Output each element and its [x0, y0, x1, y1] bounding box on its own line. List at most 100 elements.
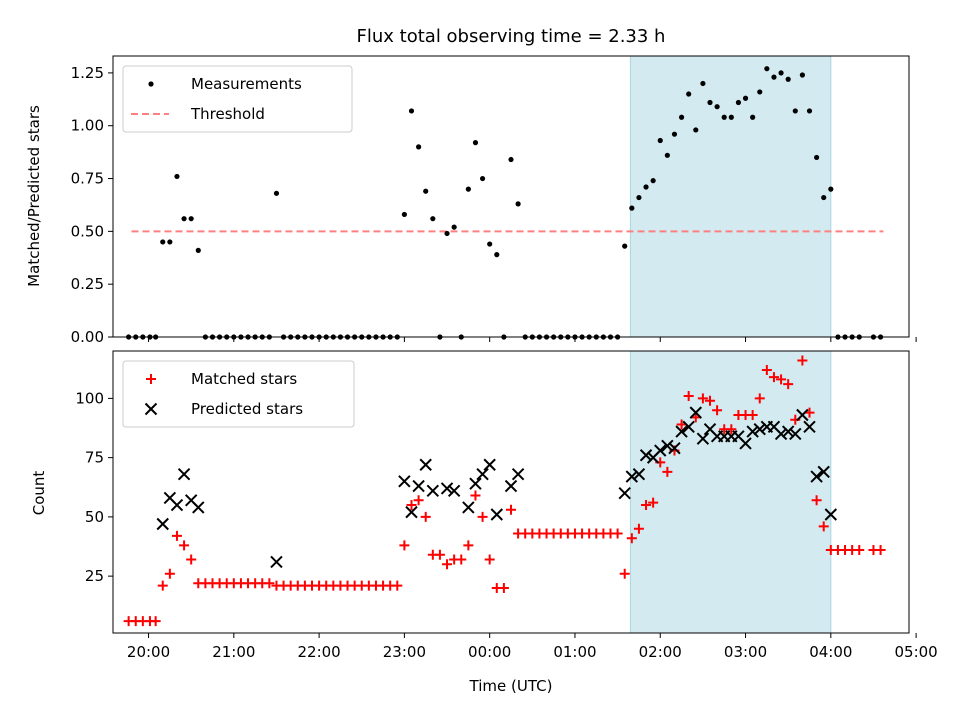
bottom-y-tick-label: 75	[85, 449, 104, 467]
measurement-point	[515, 201, 521, 207]
predicted-stars-point	[469, 477, 482, 490]
matched-stars-point	[406, 500, 417, 511]
matched-stars-point	[392, 580, 403, 591]
x-tick-label: 23:00	[383, 643, 426, 661]
x-tick-label: 05:00	[894, 643, 937, 661]
matched-stars-point	[754, 393, 765, 404]
predicted-stars-point	[270, 555, 283, 569]
matched-stars-point	[157, 580, 168, 591]
top-legend: Measurements Threshold	[122, 65, 353, 133]
top-axes-frame	[112, 55, 910, 338]
predicted-stars-point	[405, 505, 418, 519]
legend-predicted-marker	[144, 402, 158, 416]
predicted-stars-point	[504, 479, 518, 493]
legend-box	[122, 65, 353, 133]
x-tick-label: 20:00	[127, 643, 170, 661]
matched-stars-point	[683, 391, 694, 402]
measurement-point	[671, 131, 678, 137]
matched-stars-point	[171, 530, 182, 541]
matched-stars-point	[179, 540, 190, 551]
predicted-stars-point	[746, 425, 759, 438]
measurement-point	[814, 154, 820, 161]
legend-measurement-marker	[148, 81, 154, 87]
measurement-point	[273, 190, 280, 196]
legend-entry-label: Measurements	[191, 75, 302, 93]
bottom-highlight-span	[629, 350, 832, 634]
predicted-stars-point	[426, 484, 440, 498]
matched-stars-point	[697, 393, 708, 404]
top-y-axis-label: Matched/Predicted stars	[25, 105, 43, 287]
predicted-stars-point	[447, 484, 461, 498]
measurement-point	[799, 72, 805, 78]
measurement-point	[735, 99, 742, 106]
bottom-y-tick-label: 100	[75, 389, 104, 407]
legend-entry-label: Threshold	[190, 105, 265, 123]
matched-stars-point	[626, 533, 637, 544]
matched-stars-point	[442, 559, 453, 570]
matched-stars-point	[612, 528, 623, 539]
matched-stars-point	[498, 582, 509, 593]
measurement-point	[728, 114, 734, 120]
predicted-stars-point	[682, 420, 695, 434]
matched-stars-point	[456, 554, 467, 565]
bottom-y-tick-label: 50	[85, 508, 104, 526]
measurement-point	[686, 91, 692, 97]
legend-entry-label: Matched stars	[191, 370, 297, 388]
predicted-stars-point	[440, 482, 454, 495]
matched-stars-point	[619, 568, 630, 579]
x-tick-label: 01:00	[553, 643, 596, 661]
matched-stars-point	[420, 511, 431, 522]
top-y-tick-label: 1.00	[71, 117, 104, 135]
predicted-stars-point	[177, 468, 191, 481]
predicted-stars-point	[483, 458, 496, 471]
measurement-point	[806, 108, 813, 114]
predicted-stars-point	[156, 517, 169, 531]
predicted-stars-point	[774, 427, 788, 441]
measurement-point	[444, 230, 450, 237]
top-y-tick-label: 0.25	[71, 275, 104, 293]
matched-stars-point	[776, 374, 787, 385]
measurement-point	[487, 241, 493, 247]
predicted-stars-point	[462, 501, 475, 514]
x-tick-label: 04:00	[809, 643, 852, 661]
x-axis-label: Time (UTC)	[469, 677, 553, 695]
predicted-stars-point	[824, 508, 838, 521]
measurement-point	[750, 114, 756, 120]
predicted-stars-point	[412, 479, 425, 493]
measurement-point	[160, 239, 166, 245]
matched-stars-point	[463, 540, 474, 551]
x-tick-label: 03:00	[724, 643, 767, 661]
measurement-point	[643, 184, 649, 190]
measurement-point	[401, 211, 407, 218]
x-tick-label: 00:00	[468, 643, 511, 661]
matched-stars-point	[705, 395, 715, 406]
measurement-point	[430, 216, 436, 222]
matched-stars-point	[854, 545, 865, 556]
chart-title: Flux total observing time = 2.33 h	[357, 26, 666, 47]
measurement-point	[742, 95, 749, 101]
matched-stars-point	[662, 466, 673, 477]
matched-stars-point	[761, 364, 772, 375]
measurement-point	[465, 186, 471, 192]
matched-stars-point	[399, 540, 410, 551]
measurement-point	[778, 70, 784, 76]
predicted-stars-point	[668, 441, 681, 455]
measurement-point	[678, 114, 685, 120]
predicted-stars-point	[490, 508, 503, 521]
matched-stars-point	[768, 372, 779, 383]
measurement-point	[508, 156, 514, 163]
predicted-stars-point	[192, 501, 205, 514]
predicted-stars-point	[625, 470, 639, 483]
predicted-stars-point	[689, 406, 702, 419]
measurement-point	[195, 247, 201, 253]
predicted-stars-point	[739, 437, 752, 450]
matched-stars-point	[434, 549, 445, 560]
measurement-point	[693, 127, 699, 133]
bottom-y-axis-label: Count	[30, 471, 48, 516]
predicted-stars-point	[419, 458, 432, 471]
predicted-stars-point	[817, 465, 830, 479]
measurement-point	[494, 252, 500, 258]
x-tick-label: 02:00	[639, 643, 682, 661]
predicted-stars-point	[803, 420, 816, 434]
predicted-stars-point	[654, 444, 667, 457]
